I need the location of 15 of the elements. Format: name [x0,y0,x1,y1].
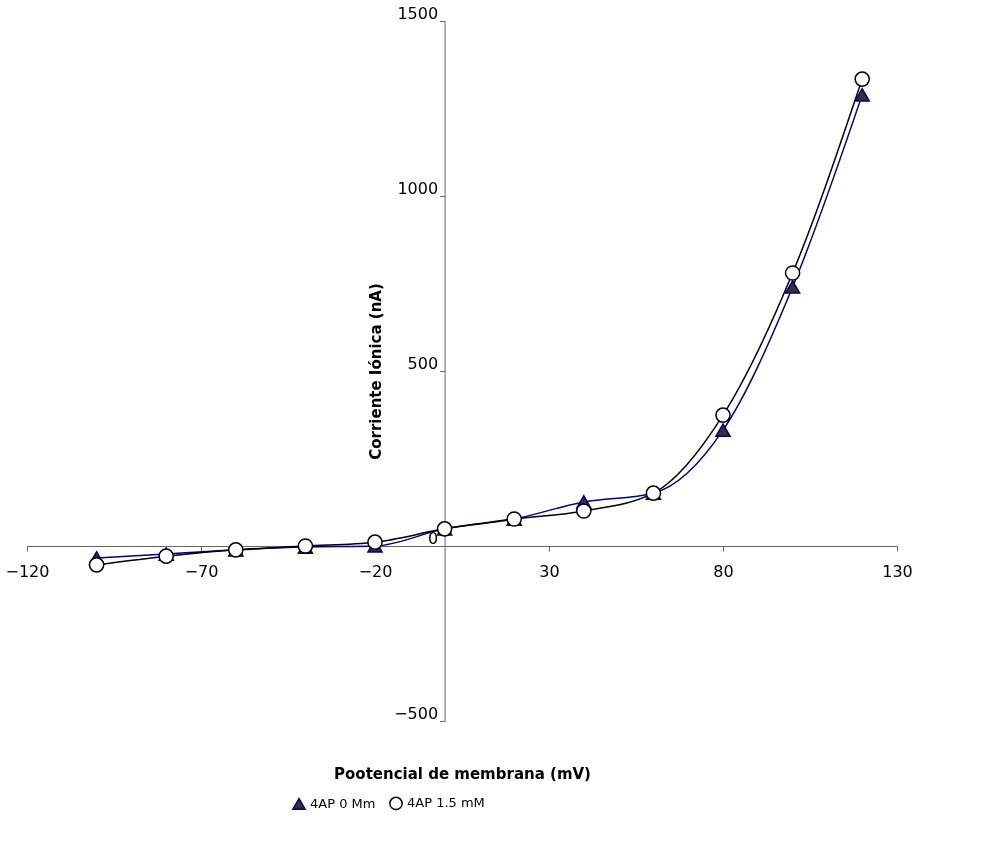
x-tick-label: 130 [882,561,913,581]
legend-label: 4AP 1.5 mM [407,795,485,811]
legend-label: 4AP 0 Mm [310,795,376,811]
x-tick-label: −70 [184,561,219,581]
x-tick-label: −120 [5,561,50,581]
y-tick-label: 500 [407,353,439,373]
y-axis-title: Corriente Iónica (nA) [367,283,386,460]
y-tick-label: 1000 [397,178,439,198]
y-tick-label: 1500 [397,3,439,23]
x-tick-label: −20 [358,561,393,581]
x-tick-label: 80 [713,561,734,581]
x-tick-label: 30 [539,561,560,581]
y-tick-label: −500 [394,703,439,723]
x-axis-title: Pootencial de membrana (mV) [334,764,591,783]
y-tick-label: 0 [427,528,439,548]
